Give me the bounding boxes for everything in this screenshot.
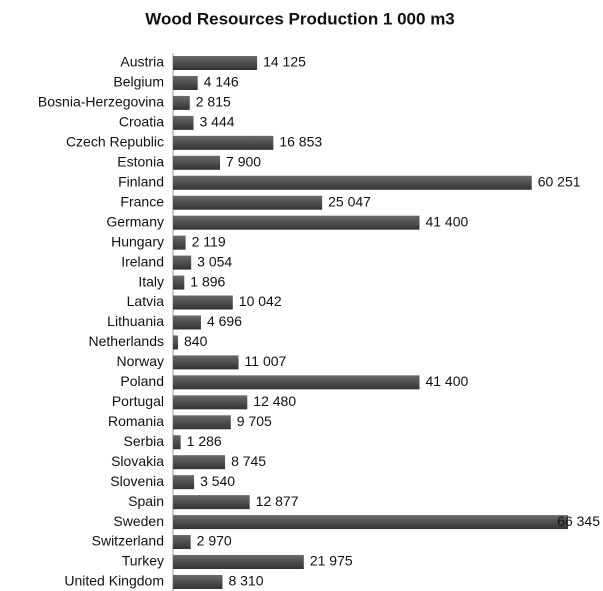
data-label: 41 400 bbox=[425, 213, 468, 229]
bar bbox=[173, 155, 221, 170]
category-label: Serbia bbox=[124, 433, 165, 449]
category-label: Italy bbox=[138, 273, 164, 289]
bar bbox=[173, 515, 568, 530]
data-label: 840 bbox=[184, 333, 208, 349]
category-label: Austria bbox=[120, 54, 164, 70]
data-label: 10 042 bbox=[239, 293, 282, 309]
category-label: Romania bbox=[108, 413, 164, 429]
bar bbox=[173, 195, 323, 210]
chart-title: Wood Resources Production 1 000 m3 bbox=[145, 9, 455, 28]
category-label: Czech Republic bbox=[66, 134, 164, 150]
category-label: France bbox=[120, 193, 164, 209]
bar bbox=[173, 315, 201, 330]
category-label: Portugal bbox=[112, 393, 164, 409]
category-label: Sweden bbox=[113, 513, 164, 529]
data-label: 4 146 bbox=[204, 74, 239, 90]
bar bbox=[173, 75, 198, 90]
data-label: 14 125 bbox=[263, 54, 306, 70]
bar bbox=[173, 355, 239, 370]
bar bbox=[173, 95, 190, 110]
bar bbox=[173, 395, 248, 410]
category-label: Hungary bbox=[111, 233, 164, 249]
category-label: Slovenia bbox=[110, 473, 164, 489]
data-label: 21 975 bbox=[310, 553, 353, 569]
bar bbox=[173, 435, 181, 450]
data-label: 41 400 bbox=[425, 373, 468, 389]
category-label: Spain bbox=[128, 493, 164, 509]
data-label: 1 896 bbox=[190, 273, 225, 289]
bar bbox=[173, 295, 233, 310]
category-label: United Kingdom bbox=[64, 573, 164, 589]
bar bbox=[173, 275, 185, 290]
bar bbox=[173, 555, 304, 569]
category-label: Slovakia bbox=[111, 453, 164, 469]
bar bbox=[173, 495, 250, 510]
data-label: 7 900 bbox=[226, 154, 261, 170]
data-label: 2 119 bbox=[192, 233, 226, 249]
data-label: 12 480 bbox=[253, 393, 296, 409]
data-label: 60 251 bbox=[538, 173, 581, 189]
category-label: Germany bbox=[106, 213, 164, 229]
bar bbox=[173, 135, 274, 150]
category-label: Poland bbox=[120, 373, 164, 389]
bar bbox=[173, 574, 223, 589]
category-label: Norway bbox=[117, 353, 164, 369]
category-label: Finland bbox=[118, 173, 164, 189]
bar bbox=[173, 455, 226, 470]
data-label: 8 310 bbox=[228, 573, 263, 589]
data-label: 3 540 bbox=[200, 473, 235, 489]
bar bbox=[173, 475, 195, 490]
bar bbox=[173, 335, 179, 350]
category-label: Belgium bbox=[113, 74, 164, 90]
data-label: 1 286 bbox=[187, 433, 222, 449]
bar bbox=[173, 215, 420, 230]
data-label: 3 444 bbox=[200, 114, 235, 130]
data-label: 3 054 bbox=[197, 253, 232, 269]
data-label: 16 853 bbox=[279, 134, 322, 150]
bar bbox=[173, 115, 194, 130]
category-label: Netherlands bbox=[89, 333, 165, 349]
category-label: Estonia bbox=[117, 154, 164, 170]
category-label: Lithuania bbox=[107, 313, 164, 329]
category-label: Latvia bbox=[127, 293, 165, 309]
bar bbox=[173, 375, 420, 390]
bar bbox=[173, 535, 191, 550]
bar bbox=[173, 415, 231, 430]
category-label: Turkey bbox=[122, 553, 164, 569]
bar bbox=[173, 56, 258, 70]
data-label: 2 815 bbox=[196, 94, 231, 110]
data-label: 2 970 bbox=[197, 533, 232, 549]
data-label: 8 745 bbox=[231, 453, 266, 469]
bar bbox=[173, 235, 186, 250]
category-label: Switzerland bbox=[92, 533, 164, 549]
data-label: 11 007 bbox=[245, 353, 287, 369]
data-label: 25 047 bbox=[328, 193, 371, 209]
bar bbox=[173, 255, 192, 270]
category-label: Ireland bbox=[121, 253, 164, 269]
category-label: Bosnia-Herzegovina bbox=[38, 94, 164, 110]
bar bbox=[173, 175, 532, 190]
data-label: 66 345 bbox=[557, 513, 600, 529]
data-label: 9 705 bbox=[237, 413, 272, 429]
data-label: 4 696 bbox=[207, 313, 242, 329]
data-label: 12 877 bbox=[256, 493, 299, 509]
category-label: Croatia bbox=[119, 114, 164, 130]
